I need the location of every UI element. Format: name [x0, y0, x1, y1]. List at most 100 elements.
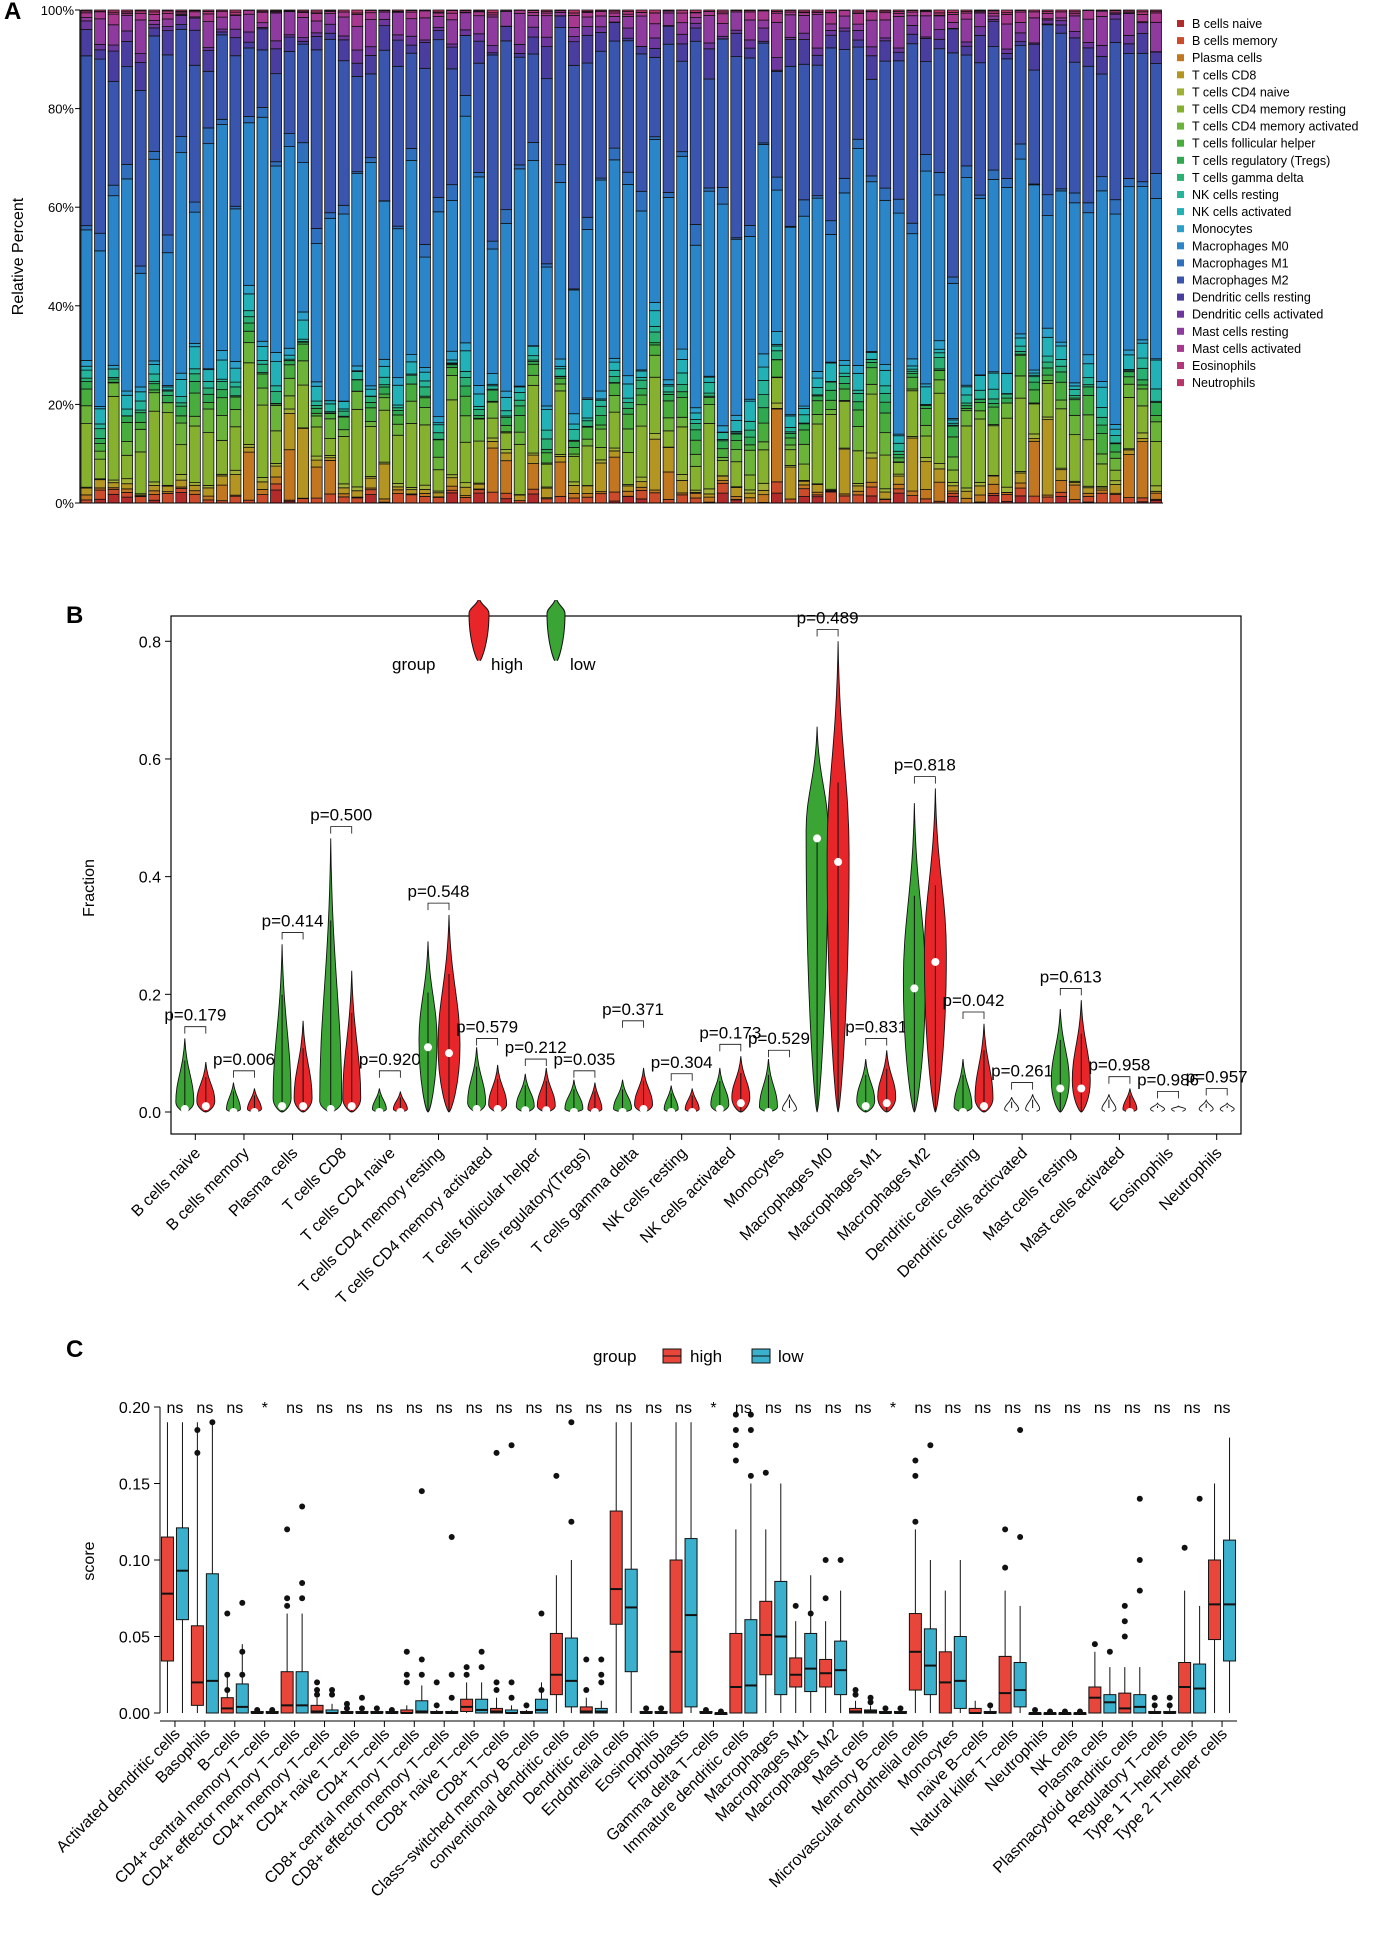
bar-segment [879, 488, 892, 493]
bar-segment [459, 9, 472, 12]
bar-segment [987, 403, 1000, 408]
bar-segment [1095, 381, 1108, 388]
bar-segment [879, 187, 892, 201]
bar-segment [1055, 32, 1068, 190]
bar-segment [351, 390, 364, 410]
bar-segment [94, 232, 106, 252]
bar-segment [310, 405, 323, 409]
bar-segment [1028, 184, 1041, 371]
significance-label: ns [795, 1400, 812, 1417]
bar-segment [1068, 499, 1081, 504]
bar-segment [595, 11, 607, 17]
sample-bar [1001, 9, 1013, 504]
bar-segment [1014, 354, 1027, 377]
bar-segment [960, 497, 973, 504]
bar-segment [581, 398, 594, 419]
bar-segment [215, 484, 228, 502]
bar-segment [256, 346, 269, 361]
bar-segment [771, 359, 783, 378]
bar-segment [581, 485, 594, 494]
bar-segment [297, 11, 310, 18]
legend-label: NK cells resting [1192, 188, 1279, 202]
y-tick-label: 0.00 [119, 1706, 150, 1723]
bar-segment [919, 383, 932, 388]
bar-segment [865, 352, 878, 360]
bar-segment [378, 358, 391, 367]
bar-segment [757, 449, 770, 484]
bar-segment [716, 9, 729, 13]
bar-segment [784, 226, 797, 416]
bar-segment [947, 14, 959, 23]
bar-segment [513, 443, 526, 495]
bar-segment [337, 60, 350, 206]
bar-segment [595, 424, 607, 430]
bar-segment [1001, 393, 1013, 399]
bar-segment [960, 41, 973, 47]
bar-segment [919, 408, 932, 426]
bar-segment [838, 177, 851, 194]
bar-segment [906, 495, 919, 504]
bar-segment [716, 475, 729, 481]
bar-segment [595, 390, 607, 400]
violin-group: p=0.035 [553, 1050, 615, 1116]
bar-segment [581, 445, 594, 486]
bar-segment [94, 408, 106, 425]
significance-label: ns [376, 1400, 393, 1417]
violin-group: p=0.304 [651, 1053, 713, 1116]
box-low-outlier [568, 1518, 575, 1525]
bar-segment [188, 484, 201, 492]
bar-segment [595, 32, 607, 52]
bar-segment [256, 360, 269, 365]
bar-segment [486, 389, 499, 402]
bar-segment [270, 165, 282, 353]
legend-label: T cells regulatory (Tregs) [1192, 154, 1330, 168]
bar-segment [134, 451, 147, 495]
box-high-outlier [284, 1602, 291, 1609]
bar-segment [703, 78, 716, 189]
bar-segment [635, 489, 648, 500]
bar-segment [337, 487, 350, 495]
bar-segment [337, 429, 350, 437]
bar-segment [391, 483, 404, 488]
bar-segment [567, 36, 580, 43]
bar-segment [1150, 388, 1162, 402]
bar-segment [1109, 199, 1122, 215]
bar-segment [378, 376, 391, 386]
y-tick-label: 40% [48, 299, 74, 314]
p-value: p=0.042 [943, 991, 1005, 1010]
box-high-outlier [732, 1442, 739, 1449]
bar-segment [716, 13, 729, 24]
bar-segment [202, 408, 215, 433]
median-low [278, 1102, 287, 1111]
y-axis-title: Fraction [81, 859, 98, 917]
bar-segment [256, 404, 269, 478]
bar-segment [270, 9, 282, 12]
x-tick-label: B cells memory [163, 1145, 252, 1234]
bar-segment [919, 170, 932, 385]
bar-segment [1109, 9, 1122, 12]
bar-segment [1014, 11, 1027, 23]
box-high-outlier [732, 1411, 739, 1418]
bar-segment [1041, 19, 1054, 25]
sample-bar [215, 9, 228, 504]
bar-segment [1095, 73, 1108, 178]
bar-segment [351, 49, 364, 64]
sample-bar [1068, 9, 1081, 504]
bar-segment [595, 179, 607, 392]
bar-segment [581, 417, 594, 422]
bar-segment [148, 485, 161, 492]
bar-segment [960, 394, 973, 404]
significance-label: ns [316, 1400, 333, 1417]
bar-segment [689, 17, 702, 24]
bar-segment [865, 11, 878, 21]
bar-segment [473, 172, 486, 178]
bar-segment [798, 488, 810, 497]
bar-segment [473, 15, 486, 35]
bar-segment [310, 459, 323, 468]
bar-segment [947, 276, 959, 284]
bar-segment [743, 400, 756, 422]
bar-segment [703, 42, 716, 50]
box-low-outlier [837, 1557, 844, 1563]
bar-segment [974, 194, 986, 199]
bar-segment [703, 9, 716, 12]
